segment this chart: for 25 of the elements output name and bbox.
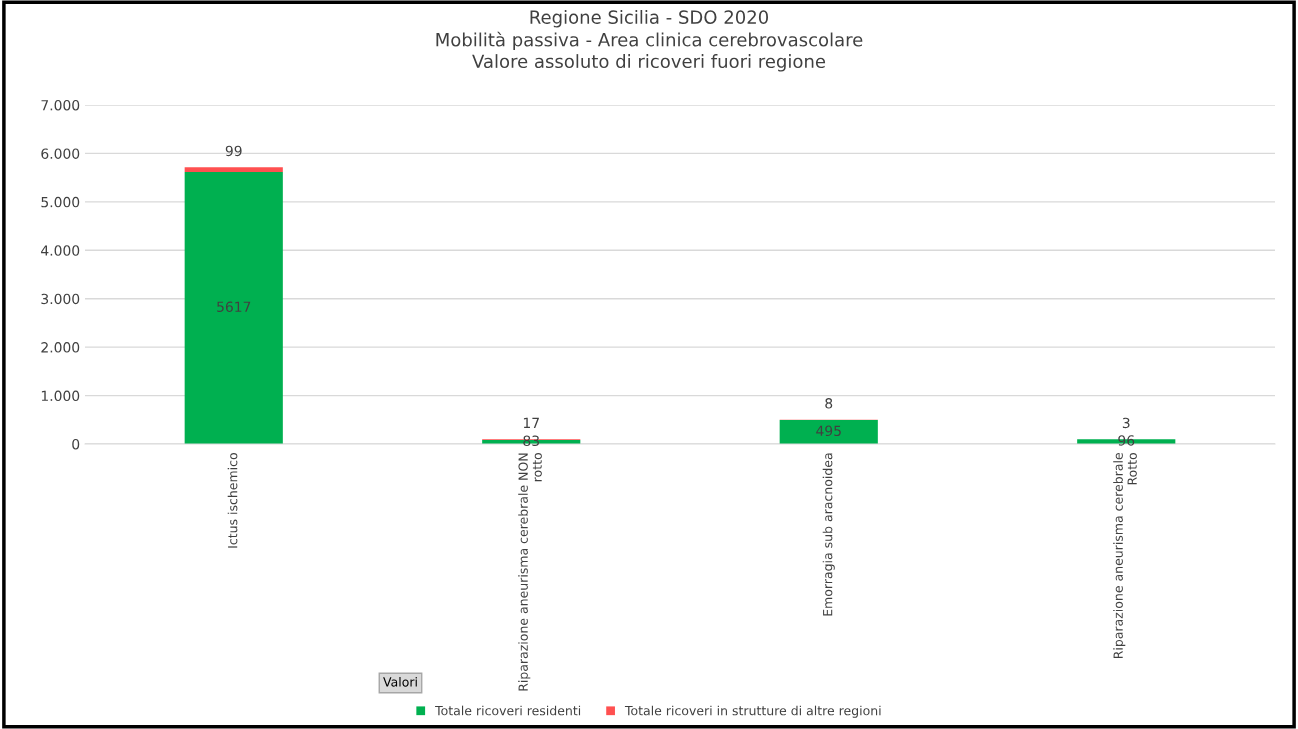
text: Valori bbox=[383, 676, 417, 687]
y-tick-label: 1.000 bbox=[41, 390, 80, 402]
legend-label: Totale ricoveri in strutture di altre regioni bbox=[624, 705, 881, 718]
y-tick-label: 4.000 bbox=[41, 245, 80, 256]
data-label: 495 bbox=[816, 425, 841, 437]
y-tick-label: 7.000 bbox=[41, 99, 80, 111]
y-tick-label: 2.000 bbox=[41, 342, 80, 353]
x-tick-label: Emorragia sub aracnoidea bbox=[822, 453, 835, 616]
bar bbox=[184, 167, 283, 172]
y-tick-label: 0 bbox=[72, 438, 80, 450]
x-tick-label: Riparazione aneurisma cerebrale Rotto bbox=[1113, 453, 1137, 659]
y-tick-label: 6.000 bbox=[41, 148, 80, 159]
chart-title: Regione Sicilia - SDO 2020 Mobilità passiva - Area clinica cerebrovascolare Valore assoluto di ricoveri fuori regione bbox=[436, 10, 863, 72]
y-tick-label: 3.000 bbox=[41, 293, 80, 305]
data-label: 3 bbox=[1122, 417, 1130, 429]
x-tick-label: Ictus ischemico bbox=[227, 453, 238, 548]
data-label: 99 bbox=[225, 145, 242, 157]
x-tick-label: Riparazione aneurisma cerebrale NON rotto bbox=[518, 453, 542, 691]
y-tick-label: 5.000 bbox=[41, 196, 80, 208]
data-label: 5617 bbox=[217, 301, 251, 313]
legend-label: Totale ricoveri residenti bbox=[435, 705, 581, 716]
bar bbox=[779, 420, 878, 444]
bar bbox=[184, 171, 283, 444]
data-label: 17 bbox=[523, 417, 539, 428]
data-label: 8 bbox=[825, 398, 833, 409]
